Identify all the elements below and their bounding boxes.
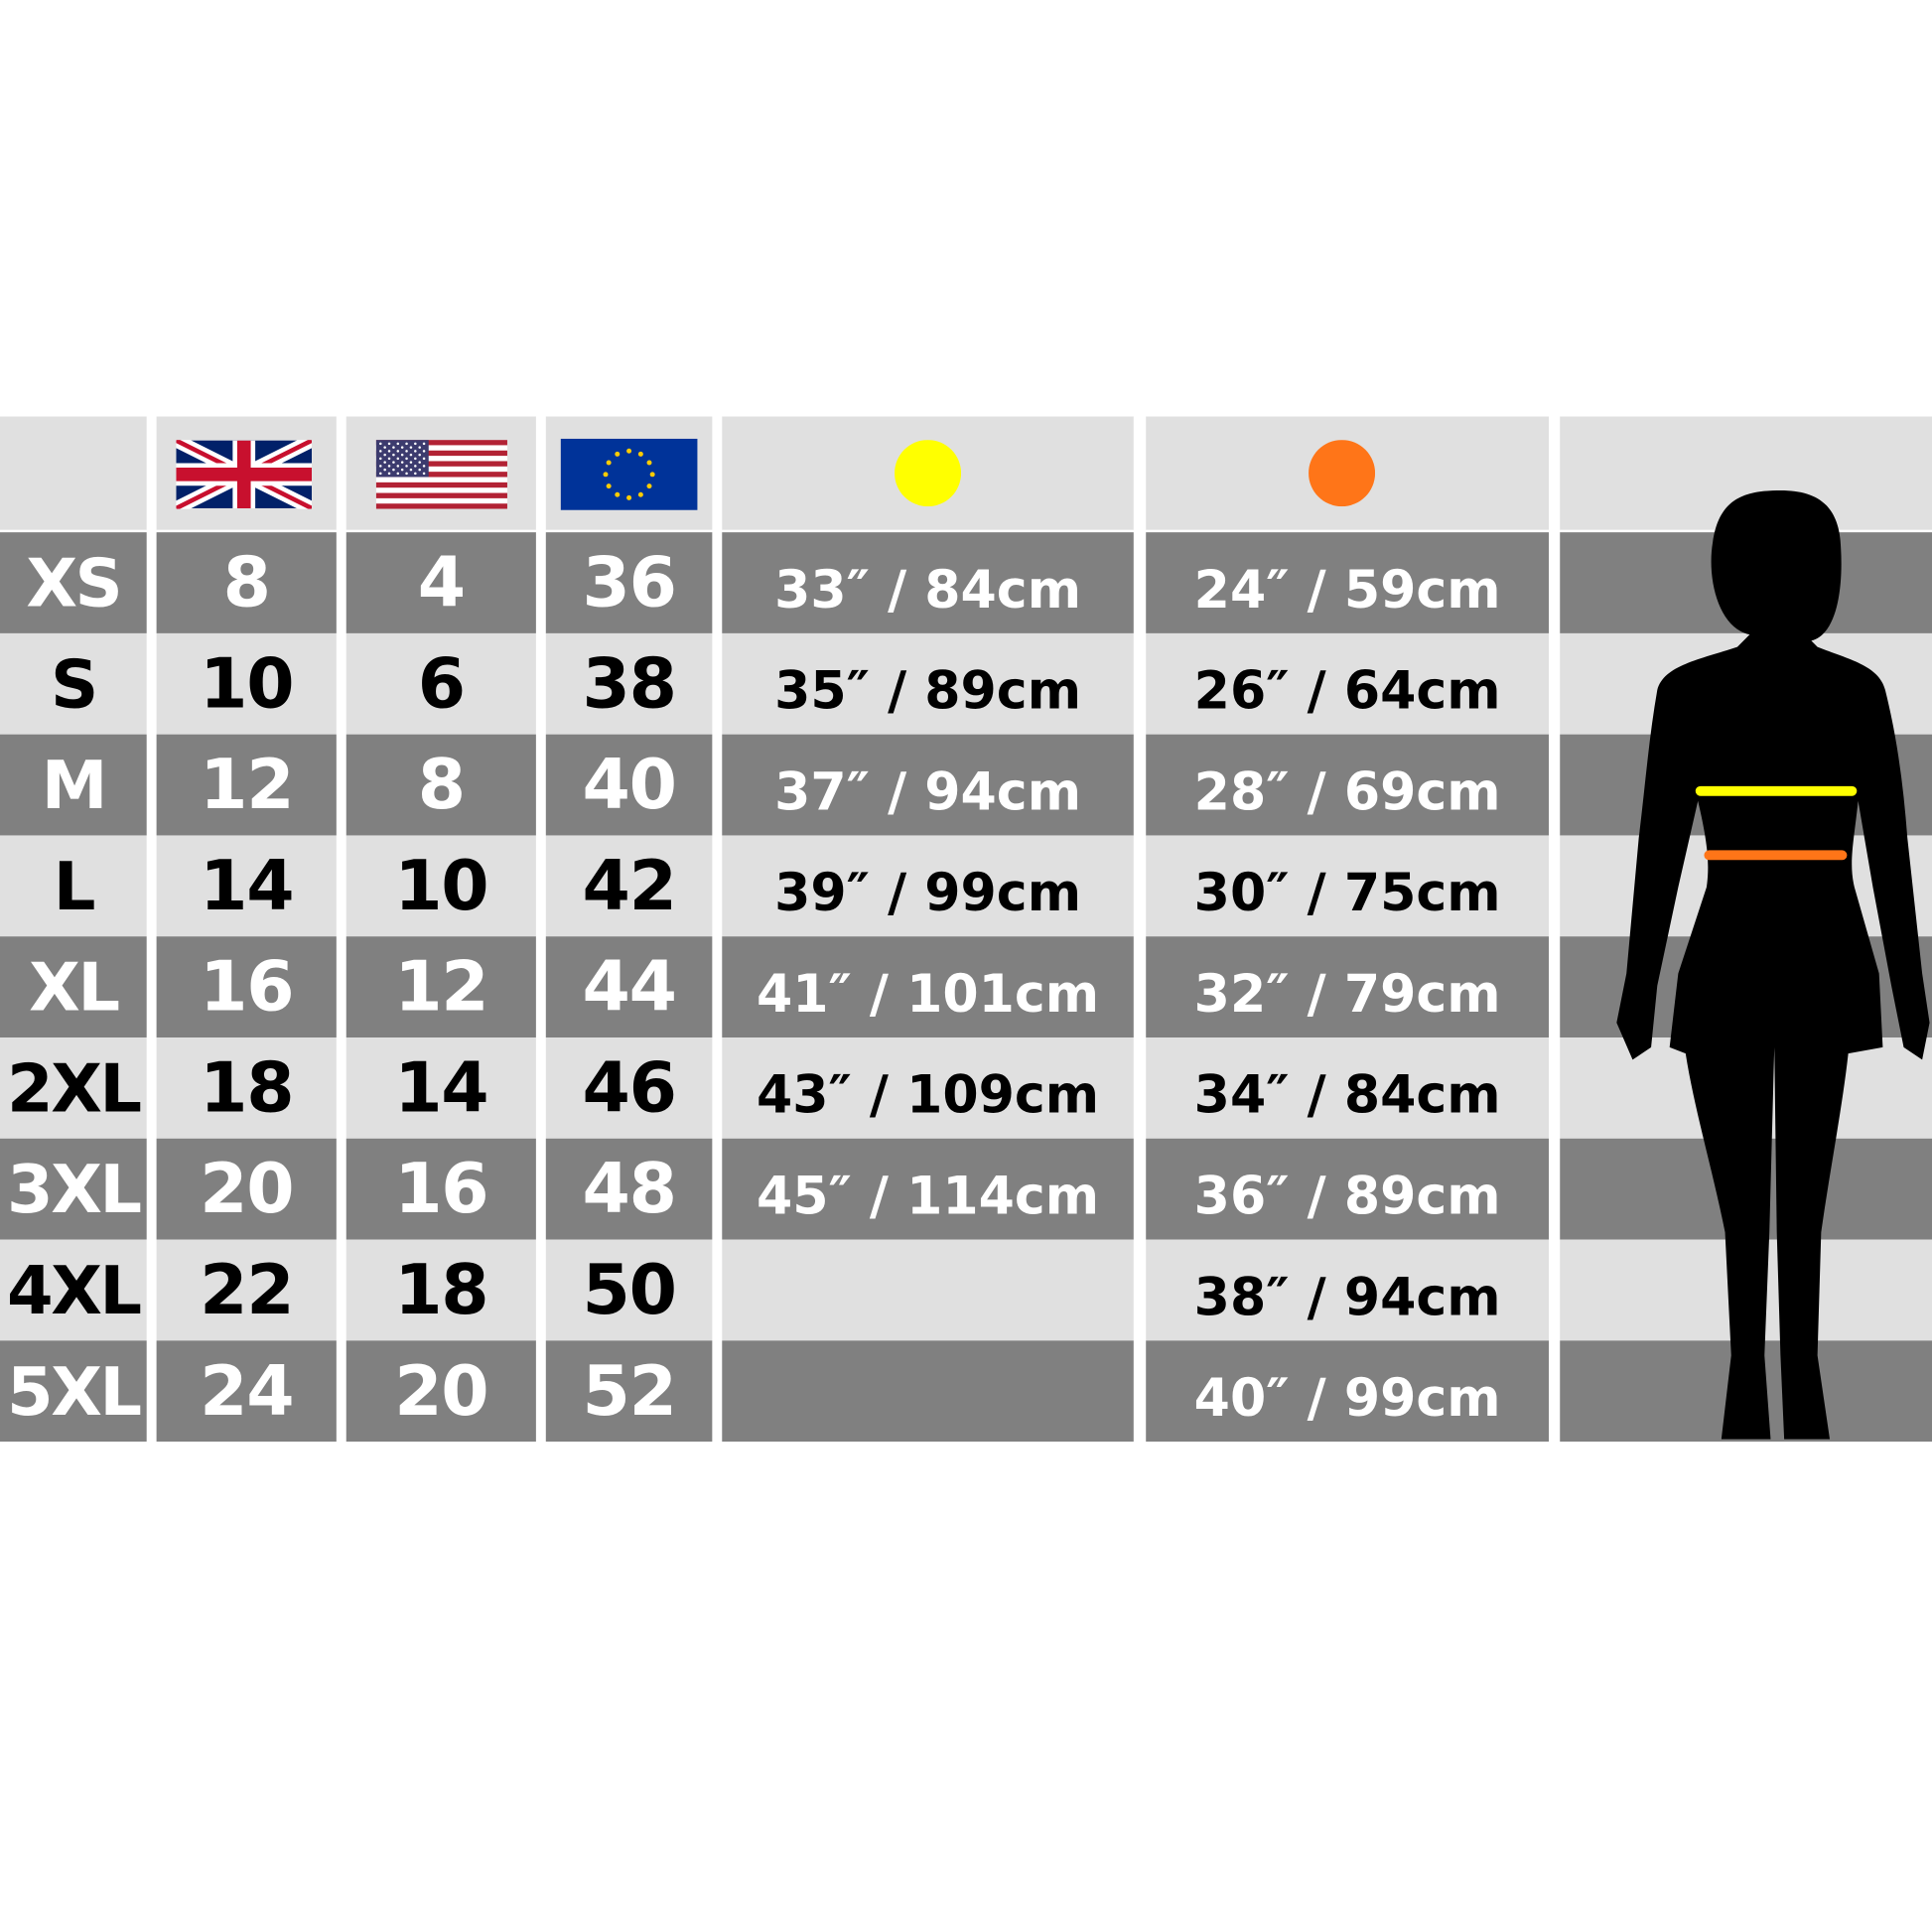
cell-size: 2XL <box>0 1037 147 1139</box>
cell-eu: 42 <box>545 835 713 937</box>
yellow-dot-icon <box>895 440 962 507</box>
cell-uk: 16 <box>156 936 337 1038</box>
female-silhouette-icon <box>1616 489 1930 1440</box>
cell-us: 20 <box>345 1340 536 1443</box>
cell-size: 3XL <box>0 1138 147 1240</box>
cell-us: 16 <box>345 1138 536 1240</box>
header-size <box>0 416 147 530</box>
cell-us: 4 <box>345 532 536 633</box>
cell-eu: 48 <box>545 1138 713 1240</box>
cell-waist: 36″ / 89cm <box>1146 1138 1550 1240</box>
cell-chest <box>722 1340 1134 1443</box>
cell-size: L <box>0 835 147 937</box>
cell-uk: 20 <box>156 1138 337 1240</box>
cell-eu: 52 <box>545 1340 713 1443</box>
cell-size: S <box>0 632 147 735</box>
cell-us: 8 <box>345 734 536 836</box>
cell-size: M <box>0 734 147 836</box>
cell-waist: 40″ / 99cm <box>1146 1340 1550 1443</box>
cell-chest <box>722 1239 1134 1341</box>
cell-us: 18 <box>345 1239 536 1341</box>
us-flag-icon <box>375 440 507 509</box>
cell-uk: 12 <box>156 734 337 836</box>
orange-dot-icon <box>1309 440 1376 507</box>
cell-waist: 26″ / 64cm <box>1146 632 1550 735</box>
eu-flag-icon <box>560 438 698 510</box>
cell-eu: 40 <box>545 734 713 836</box>
cell-uk: 22 <box>156 1239 337 1341</box>
cell-chest: 35″ / 89cm <box>722 632 1134 735</box>
cell-uk: 18 <box>156 1037 337 1139</box>
cell-chest: 33″ / 84cm <box>722 532 1134 633</box>
cell-waist: 24″ / 59cm <box>1146 532 1550 633</box>
cell-waist: 38″ / 94cm <box>1146 1239 1550 1341</box>
cell-size: 5XL <box>0 1340 147 1443</box>
cell-chest: 39″ / 99cm <box>722 835 1134 937</box>
cell-us: 14 <box>345 1037 536 1139</box>
cell-size: 4XL <box>0 1239 147 1341</box>
uk-flag-icon <box>176 440 312 509</box>
cell-chest: 45″ / 114cm <box>722 1138 1134 1240</box>
cell-waist: 32″ / 79cm <box>1146 936 1550 1038</box>
cell-chest: 37″ / 94cm <box>722 734 1134 836</box>
cell-us: 12 <box>345 936 536 1038</box>
cell-size: XS <box>0 532 147 633</box>
cell-uk: 14 <box>156 835 337 937</box>
cell-eu: 50 <box>545 1239 713 1341</box>
cell-us: 6 <box>345 632 536 735</box>
cell-waist: 34″ / 84cm <box>1146 1037 1550 1139</box>
cell-uk: 8 <box>156 532 337 633</box>
cell-eu: 36 <box>545 532 713 633</box>
cell-chest: 41″ / 101cm <box>722 936 1134 1038</box>
cell-us: 10 <box>345 835 536 937</box>
cell-uk: 24 <box>156 1340 337 1443</box>
cell-eu: 44 <box>545 936 713 1038</box>
cell-eu: 46 <box>545 1037 713 1139</box>
cell-chest: 43″ / 109cm <box>722 1037 1134 1139</box>
cell-uk: 10 <box>156 632 337 735</box>
cell-waist: 28″ / 69cm <box>1146 734 1550 836</box>
cell-eu: 38 <box>545 632 713 735</box>
cell-size: XL <box>0 936 147 1038</box>
cell-waist: 30″ / 75cm <box>1146 835 1550 937</box>
